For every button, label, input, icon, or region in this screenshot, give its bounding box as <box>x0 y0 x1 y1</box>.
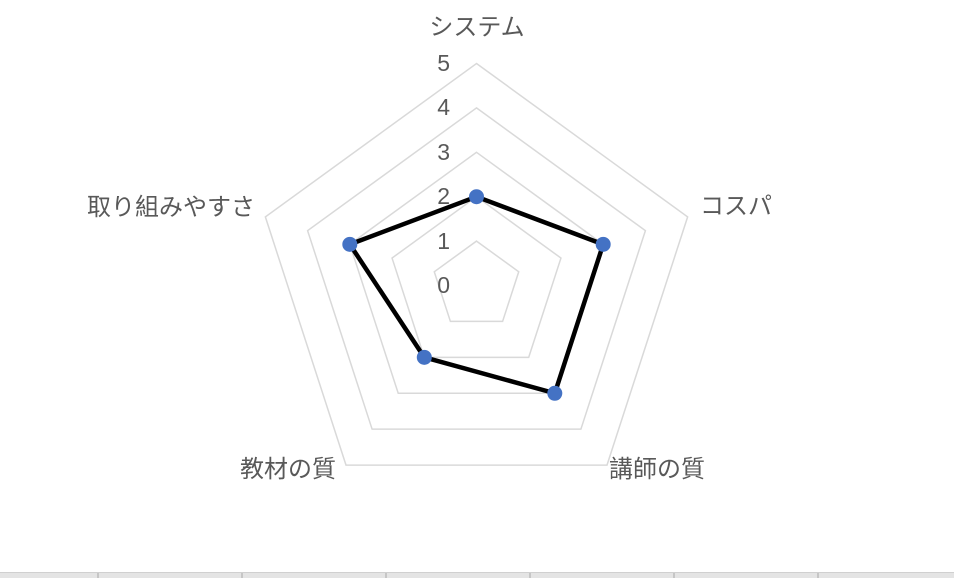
gridline-ring-3 <box>348 151 605 395</box>
gridline-ring-4 <box>306 106 647 430</box>
grid-column-divider <box>529 573 531 578</box>
spreadsheet-grid-edge <box>0 572 954 578</box>
gridline-ring-5 <box>264 62 689 466</box>
data-series-polygon <box>347 194 606 396</box>
grid-column-divider <box>241 573 243 578</box>
data-point-marker-0 <box>469 189 484 205</box>
category-label-material-quality: 教材の質 <box>240 456 336 483</box>
category-label-instructor-quality: 講師の質 <box>609 456 705 483</box>
data-point-marker-1 <box>595 236 611 252</box>
category-label-ease-of-engagement: 取り組みやすさ <box>87 194 255 221</box>
gridline-ring-1 <box>433 240 520 323</box>
radial-axis-tick-1: 1 <box>437 228 450 254</box>
radial-axis-tick-5: 5 <box>437 50 450 76</box>
data-point-marker-2 <box>547 385 563 401</box>
grid-column-divider <box>385 573 387 578</box>
data-point-marker-3 <box>416 349 432 365</box>
grid-column-divider <box>817 573 819 578</box>
data-point-marker-4 <box>342 236 358 252</box>
radial-axis-tick-4: 4 <box>437 94 450 120</box>
radial-axis-tick-0: 0 <box>437 272 450 298</box>
category-label-cost-performance: コスパ <box>700 193 772 220</box>
category-label-system: システム <box>429 14 525 41</box>
radial-axis-tick-3: 3 <box>437 139 450 165</box>
gridline-ring-2 <box>391 195 562 359</box>
radial-axis-tick-2: 2 <box>437 183 450 209</box>
grid-column-divider <box>673 573 675 578</box>
grid-column-divider <box>97 573 99 578</box>
